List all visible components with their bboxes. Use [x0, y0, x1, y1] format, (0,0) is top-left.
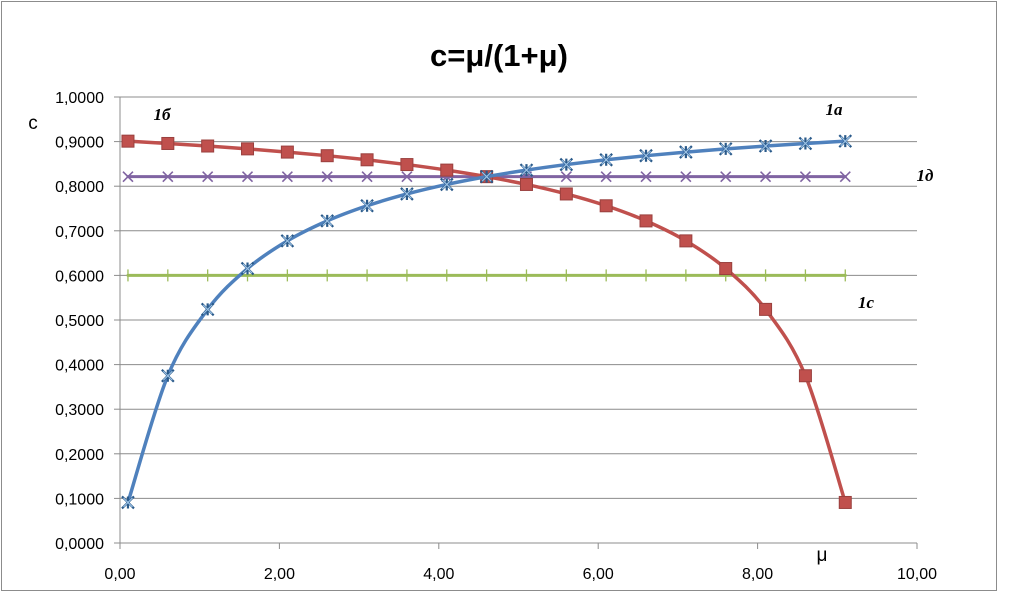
chart-area — [1, 1, 997, 591]
data-point-highlight — [362, 200, 372, 211]
data-point — [519, 177, 533, 191]
data-point-highlight — [720, 143, 731, 154]
data-point-highlight — [202, 304, 213, 315]
data-point — [241, 142, 255, 156]
data-point-highlight — [521, 165, 532, 176]
y-tick-label: 0,3000 — [55, 402, 104, 419]
data-point — [798, 369, 812, 383]
series-label-1a: 1а — [826, 100, 844, 119]
y-tick-label: 0,7000 — [55, 224, 104, 241]
data-point — [759, 302, 773, 316]
data-point-highlight — [481, 171, 492, 182]
series-2 — [126, 269, 847, 282]
data-point-highlight — [561, 159, 572, 170]
data-point — [281, 171, 293, 183]
series-line — [126, 139, 848, 505]
data-point-highlight — [123, 497, 133, 508]
data-point-highlight — [441, 179, 452, 190]
data-point — [839, 171, 851, 183]
data-point-highlight — [322, 215, 333, 226]
chart-title: c=μ/(1+μ) — [430, 38, 568, 73]
data-point — [600, 171, 612, 183]
y-tick-label: 0,2000 — [55, 447, 104, 464]
data-point — [760, 171, 772, 183]
data-point — [838, 495, 852, 509]
data-point-highlight — [760, 141, 771, 151]
series-label-1b: 1б — [154, 105, 173, 124]
data-point-highlight — [680, 147, 691, 158]
series-1 — [121, 134, 852, 509]
data-point — [559, 187, 573, 201]
y-tick-label: 0,9000 — [55, 135, 104, 152]
data-point-highlight — [401, 189, 412, 199]
x-tick-label: 6,00 — [583, 566, 614, 583]
y-tick-label: 0,6000 — [55, 268, 104, 285]
data-point-highlight — [282, 235, 293, 246]
data-point — [241, 171, 254, 183]
y-axis-label: c — [28, 113, 38, 134]
axes: 0,0000 0,1000 0,2000 0,3000 0,4000 0,5000 0,60… — [55, 90, 937, 583]
data-point-highlight — [800, 138, 811, 149]
y-tick-label: 0,4000 — [55, 358, 104, 375]
data-point — [639, 214, 653, 228]
x-tick-label: 4,00 — [423, 566, 454, 583]
data-point-highlight — [242, 263, 253, 274]
x-tick-label: 8,00 — [742, 566, 773, 583]
data-point — [560, 171, 572, 183]
data-point-highlight — [840, 136, 851, 147]
series-label-1c: 1с — [858, 293, 875, 312]
data-point — [799, 171, 811, 183]
series-0 — [121, 134, 853, 510]
data-point — [360, 153, 374, 167]
data-point — [361, 171, 373, 183]
x-tick-label: 0,00 — [104, 566, 135, 583]
y-tick-label: 1,0000 — [55, 90, 104, 107]
y-tick-label: 0,1000 — [55, 491, 104, 508]
data-point — [679, 234, 693, 248]
data-point — [121, 134, 135, 148]
data-point — [640, 171, 652, 183]
data-point — [162, 171, 174, 183]
data-point-highlight — [601, 154, 612, 165]
data-point — [440, 163, 454, 177]
data-point — [202, 171, 214, 183]
series-label-1d: 1д — [917, 166, 935, 185]
y-tick-label: 0,8000 — [55, 179, 104, 196]
data-point-highlight — [641, 150, 651, 161]
data-point — [719, 262, 733, 276]
data-point — [321, 171, 333, 183]
x-tick-label: 10,00 — [897, 566, 937, 583]
gridlines — [120, 96, 917, 499]
data-point — [201, 139, 215, 153]
data-point — [720, 171, 732, 183]
y-tick-label: 0,0000 — [55, 536, 104, 553]
data-point — [401, 171, 413, 183]
x-tick-label: 2,00 — [264, 566, 295, 583]
data-point — [320, 149, 334, 163]
data-point-highlight — [162, 370, 173, 381]
data-point — [280, 145, 294, 159]
series — [121, 134, 853, 510]
y-tick-label: 0,5000 — [55, 313, 104, 330]
x-axis-label: μ — [817, 545, 828, 566]
data-point — [400, 158, 414, 172]
data-point — [599, 199, 613, 213]
data-point — [680, 171, 692, 183]
series-line — [126, 139, 848, 505]
data-point — [122, 171, 134, 183]
data-point — [161, 136, 175, 150]
